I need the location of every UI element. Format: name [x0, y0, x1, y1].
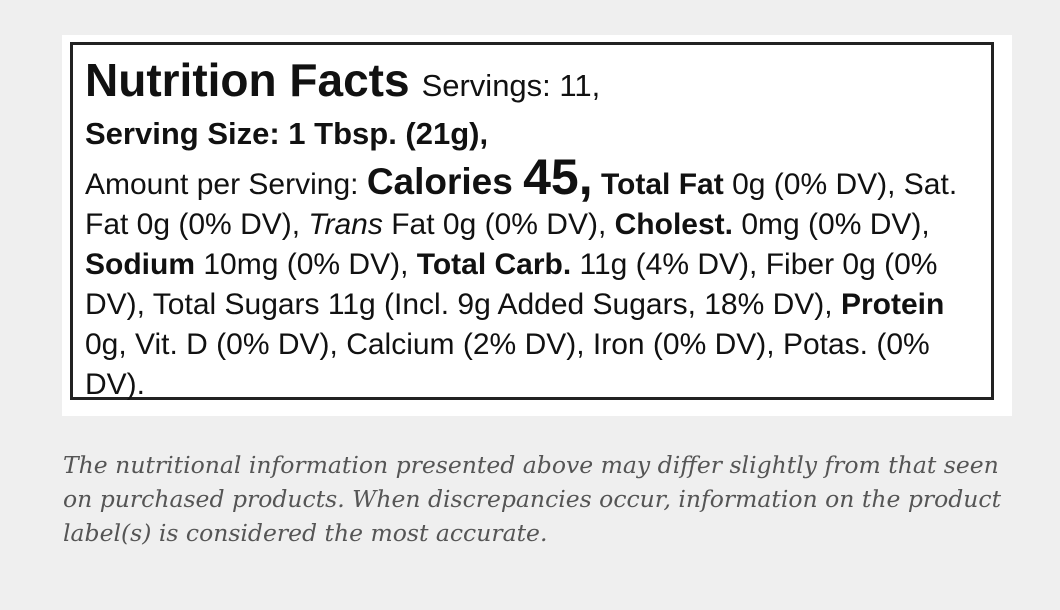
- servings: Servings: 11,: [421, 68, 601, 103]
- label-text: Fat 0g (0% DV),: [382, 208, 615, 241]
- label-body: Amount per Serving: Calories 45, Total F…: [85, 152, 985, 405]
- label-header: Nutrition Facts Servings: 11,: [85, 51, 977, 115]
- label-text: Cholest.: [614, 208, 733, 241]
- label-text: Total Fat: [592, 168, 724, 201]
- label-text: Calories: [366, 161, 524, 202]
- label-text: 0g, Vit. D (0% DV), Calcium (2% DV), Iro…: [85, 288, 953, 401]
- label-text: 0mg (0% DV),: [732, 208, 939, 241]
- disclaimer: The nutritional information presented ab…: [63, 451, 1002, 547]
- label-text: 0g (0% DV), Sat. Fat 0g (0% DV),: [85, 168, 966, 241]
- label-text: 45,: [523, 149, 593, 205]
- label-text: Sodium: [85, 248, 195, 281]
- serving-size: Serving Size: 1 Tbsp. (21g),: [85, 116, 489, 151]
- label-title: Nutrition Facts: [85, 54, 410, 106]
- nutrition-label: Nutrition Facts Servings: 11, Serving Siz…: [70, 42, 994, 401]
- label-card: Nutrition Facts Servings: 11, Serving Siz…: [62, 35, 1012, 416]
- label-text: Amount per Serving:: [85, 168, 367, 201]
- label-text: Total Carb.: [416, 248, 572, 281]
- label-text: 11g (4% DV), Fiber 0g (0% DV), Total Sug…: [85, 248, 946, 321]
- label-text: Protein: [840, 288, 945, 321]
- label-text: Trans: [308, 208, 383, 241]
- label-text: 10mg (0% DV),: [195, 248, 417, 281]
